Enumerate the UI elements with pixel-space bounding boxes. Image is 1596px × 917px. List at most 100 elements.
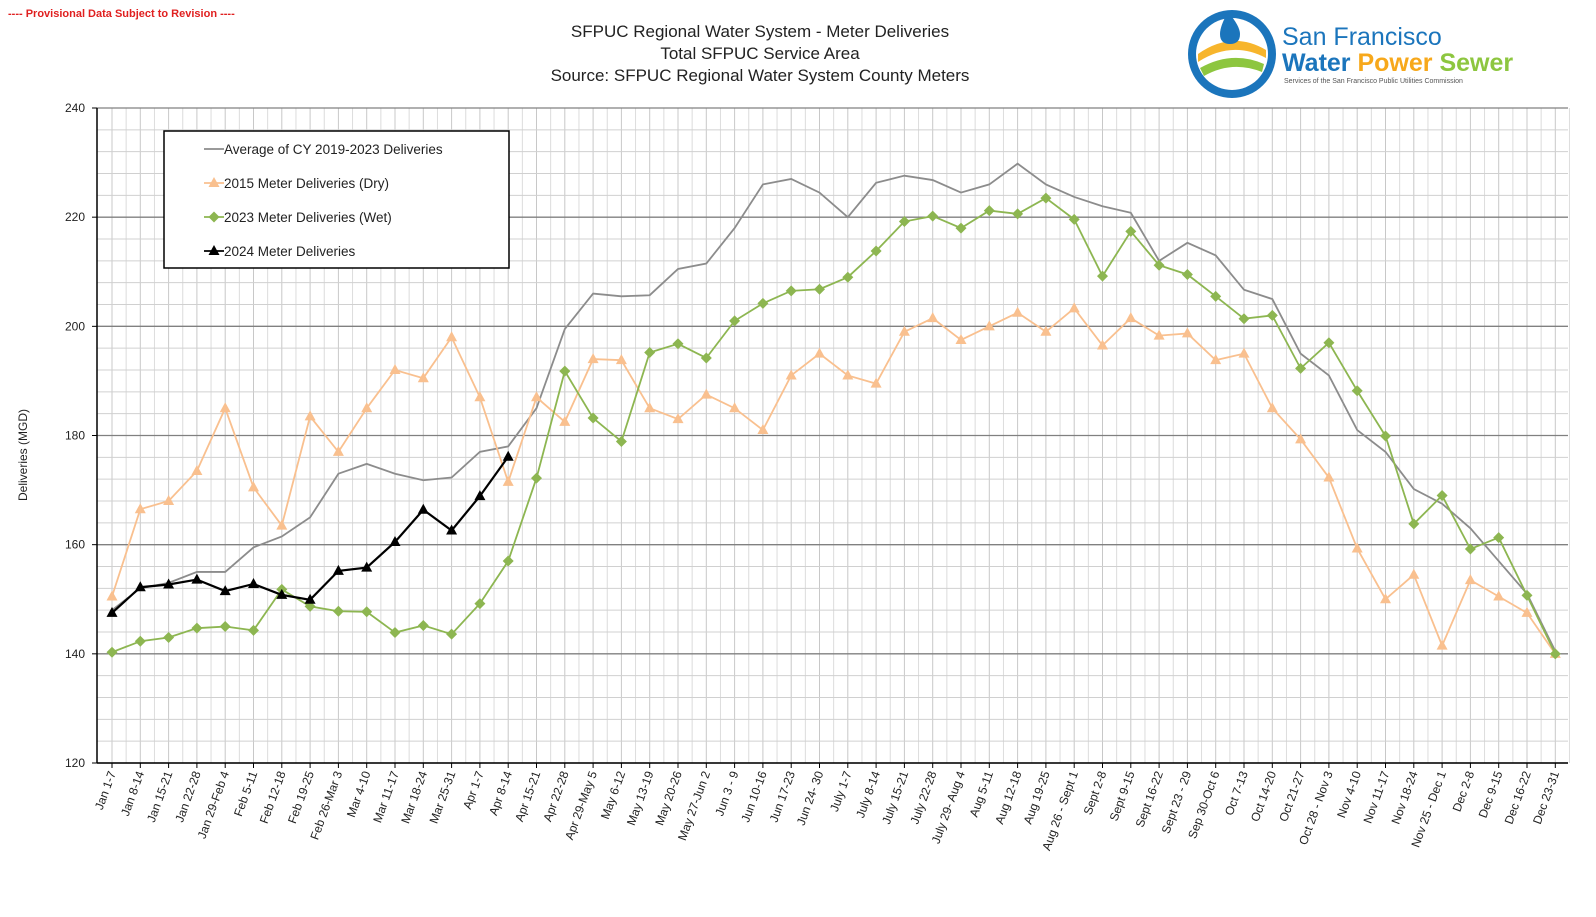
- x-tick-label: Sept 9-15: [1107, 769, 1138, 823]
- x-tick-label: Mar 18-24: [398, 769, 430, 825]
- x-tick-label: Dec 9-15: [1476, 769, 1506, 820]
- marker: [1323, 471, 1335, 482]
- marker: [1323, 337, 1335, 349]
- marker: [417, 503, 429, 514]
- series-line: [111, 307, 1557, 655]
- marker: [1040, 192, 1052, 204]
- marker: [644, 347, 656, 359]
- marker: [587, 353, 599, 364]
- marker: [134, 581, 146, 592]
- x-tick-label: Jan 1-7: [92, 769, 119, 812]
- marker: [1436, 490, 1448, 502]
- logo-word: Water: [1282, 49, 1351, 77]
- marker: [615, 436, 627, 448]
- marker: [219, 621, 231, 633]
- x-tick-label: Feb 19-25: [285, 769, 317, 825]
- x-tick-label: July 1-7: [827, 769, 855, 814]
- marker: [1408, 568, 1420, 579]
- marker: [983, 320, 995, 331]
- x-tick-label: May 13-19: [624, 769, 657, 827]
- marker: [1351, 542, 1363, 553]
- logo-drop: [1220, 12, 1240, 44]
- x-tick-label: Mar 25-31: [427, 769, 459, 825]
- marker: [106, 606, 118, 617]
- x-tick-label: Sept 16-22: [1133, 769, 1166, 829]
- marker: [389, 364, 401, 374]
- marker: [248, 481, 259, 492]
- marker: [446, 331, 458, 342]
- marker: [446, 628, 458, 640]
- marker: [842, 271, 854, 283]
- legend-label: 2023 Meter Deliveries (Wet): [224, 210, 392, 225]
- x-tick-label: Jun 17-23: [767, 769, 799, 824]
- marker: [644, 402, 656, 413]
- x-tick-label: July 8-14: [853, 769, 883, 820]
- marker: [191, 573, 203, 584]
- marker: [615, 354, 627, 365]
- marker: [927, 312, 939, 323]
- marker: [1068, 213, 1080, 225]
- logo-text: Water Power Sewer: [1282, 49, 1513, 77]
- x-tick-label: Aug 5-11: [967, 769, 997, 819]
- marker: [587, 412, 599, 424]
- x-tick-label: May 6-12: [598, 769, 628, 821]
- marker: [1097, 339, 1108, 350]
- marker: [1266, 309, 1278, 321]
- marker: [870, 245, 882, 257]
- y-tick-label: 120: [65, 756, 85, 770]
- marker: [1295, 362, 1307, 374]
- marker: [531, 391, 542, 402]
- marker: [248, 624, 259, 636]
- marker: [983, 205, 995, 217]
- marker: [757, 297, 769, 309]
- legend-box: [163, 130, 510, 269]
- marker: [502, 450, 514, 461]
- legend-label: Average of CY 2019-2023 Deliveries: [224, 142, 443, 157]
- x-tick-label: May 20-26: [652, 769, 685, 827]
- marker: [870, 377, 882, 388]
- marker: [559, 365, 571, 377]
- marker: [1351, 385, 1363, 397]
- x-tick-label: Mar 11-17: [370, 769, 402, 825]
- chart-title: SFPUC Regional Water System - Meter Deli…: [571, 22, 949, 41]
- marker: [219, 585, 231, 596]
- logo-swoosh: [1200, 57, 1264, 76]
- x-tick-label: Apr 22-28: [540, 769, 571, 824]
- marker: [785, 285, 797, 297]
- marker: [814, 347, 825, 358]
- marker: [1266, 402, 1278, 413]
- x-tick-label: Apr 15-21: [512, 769, 543, 824]
- x-tick-label: Jan 15-21: [144, 769, 176, 824]
- marker: [304, 410, 316, 421]
- marker: [955, 222, 967, 234]
- marker: [814, 283, 825, 295]
- marker: [1493, 532, 1505, 544]
- logo-swoosh: [1198, 40, 1266, 62]
- x-tick-label: Feb 12-18: [257, 769, 289, 825]
- marker: [729, 402, 741, 413]
- logo-inner: [1196, 18, 1268, 90]
- marker: [163, 495, 175, 505]
- marker: [757, 424, 769, 435]
- x-tick-label: Sept 2-8: [1081, 769, 1110, 817]
- marker: [1040, 325, 1052, 336]
- marker: [208, 211, 220, 223]
- marker: [474, 391, 486, 402]
- x-tick-label: Jun 24- 30: [794, 769, 827, 827]
- y-tick-label: 160: [65, 538, 85, 552]
- marker: [1380, 593, 1391, 604]
- logo-tagline: Services of the San Francisco Public Uti…: [1284, 78, 1463, 85]
- x-tick-label: Mar 4-10: [344, 769, 374, 819]
- x-tick-label: Nov 11-17: [1361, 769, 1393, 825]
- marker: [332, 564, 344, 575]
- marker: [304, 593, 316, 604]
- marker: [1068, 302, 1080, 313]
- marker: [389, 535, 401, 546]
- marker: [1181, 327, 1193, 338]
- marker: [672, 338, 684, 350]
- marker: [163, 578, 175, 589]
- marker: [1097, 270, 1108, 282]
- marker: [729, 315, 741, 327]
- marker: [106, 590, 118, 601]
